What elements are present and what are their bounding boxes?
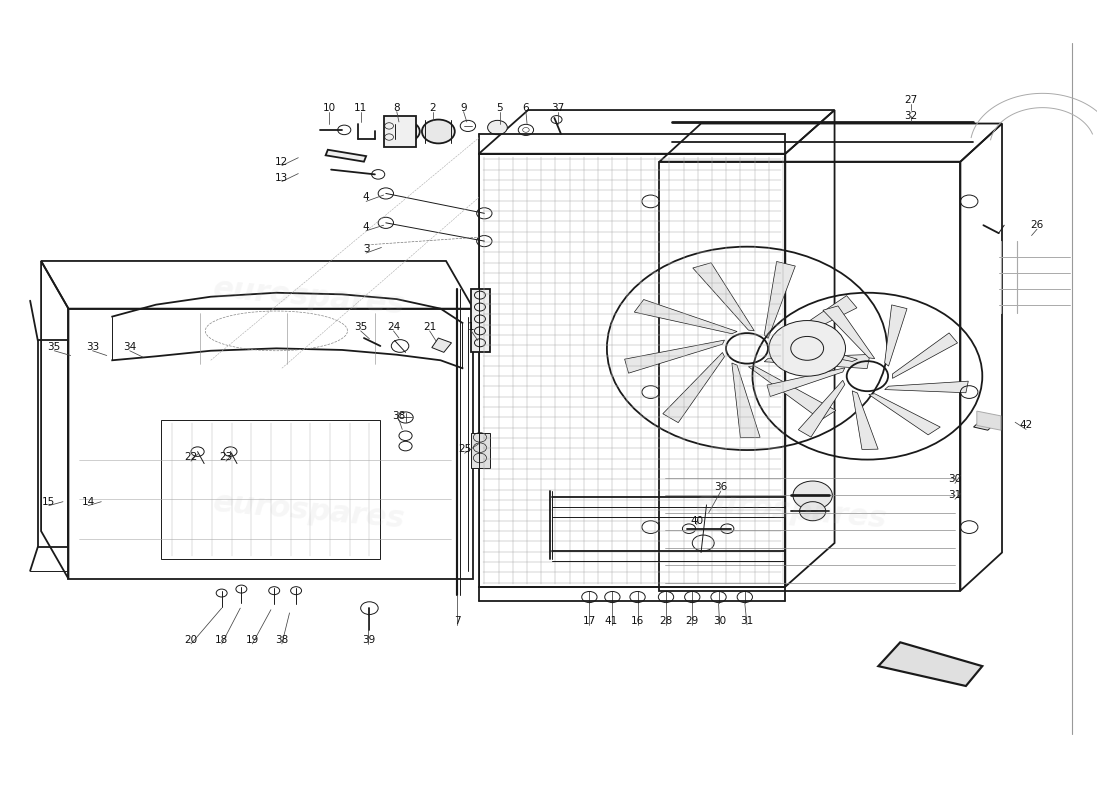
Text: 35: 35 [354,322,367,332]
Text: 40: 40 [690,516,703,526]
Text: 12: 12 [275,157,288,166]
Polygon shape [884,305,908,366]
Circle shape [422,119,454,143]
Text: 41: 41 [605,616,618,626]
Polygon shape [884,381,968,393]
Circle shape [793,481,833,510]
Text: 4: 4 [363,222,370,232]
Text: 17: 17 [583,616,596,626]
Text: 19: 19 [245,635,258,645]
Text: 27: 27 [904,94,917,105]
Text: 31: 31 [948,490,961,500]
Text: 38: 38 [275,635,288,645]
Circle shape [392,121,420,142]
Polygon shape [471,289,490,352]
Text: 30: 30 [948,474,961,485]
Polygon shape [767,368,845,397]
Polygon shape [625,340,725,373]
Circle shape [800,502,826,521]
Text: eurospares: eurospares [212,488,407,534]
Polygon shape [823,306,874,358]
Text: 24: 24 [387,322,400,332]
Circle shape [769,321,846,376]
Text: 8: 8 [394,102,400,113]
Polygon shape [892,333,958,378]
Text: 13: 13 [275,173,288,182]
Text: 23: 23 [219,452,233,462]
Text: 31: 31 [740,616,754,626]
Polygon shape [663,353,725,422]
Polygon shape [635,299,737,334]
Text: 9: 9 [460,102,466,113]
Text: 34: 34 [123,342,136,352]
Text: 6: 6 [522,102,529,113]
Text: 26: 26 [1031,220,1044,230]
Polygon shape [326,150,366,162]
Polygon shape [471,434,490,467]
Polygon shape [432,338,451,352]
Polygon shape [852,391,878,450]
Text: 36: 36 [714,482,727,492]
Text: 11: 11 [354,102,367,113]
Text: 42: 42 [1020,421,1033,430]
Text: 15: 15 [42,497,55,506]
Text: 5: 5 [496,102,503,113]
Polygon shape [774,336,858,362]
Text: 10: 10 [322,102,335,113]
Text: 30: 30 [713,616,726,626]
Text: 1: 1 [468,322,474,332]
Polygon shape [764,262,795,338]
Text: 22: 22 [185,452,198,462]
Circle shape [487,120,507,134]
Text: 38: 38 [393,411,406,421]
Polygon shape [799,380,845,437]
Text: 32: 32 [904,110,917,121]
Text: 2: 2 [430,102,437,113]
Polygon shape [764,354,870,369]
Text: eurospares: eurospares [693,488,888,534]
Polygon shape [974,419,997,430]
Text: 25: 25 [458,444,471,454]
Text: 28: 28 [659,616,672,626]
Polygon shape [878,642,982,686]
Text: 39: 39 [362,635,375,645]
Polygon shape [977,411,1001,430]
Text: 16: 16 [631,616,645,626]
Text: 3: 3 [363,244,370,254]
Text: 29: 29 [685,616,698,626]
Polygon shape [869,394,940,435]
Text: eurospares: eurospares [212,274,407,319]
Polygon shape [384,115,417,147]
Text: 21: 21 [424,322,437,332]
Polygon shape [772,296,857,350]
Text: 33: 33 [86,342,99,352]
Text: 37: 37 [551,102,564,113]
Polygon shape [693,262,755,331]
Text: 35: 35 [47,342,60,352]
Text: 14: 14 [81,497,95,506]
Text: 4: 4 [363,193,370,202]
Text: 7: 7 [453,616,460,626]
Text: 18: 18 [214,635,229,645]
Text: 20: 20 [185,635,198,645]
Polygon shape [748,366,836,420]
Polygon shape [732,363,760,438]
